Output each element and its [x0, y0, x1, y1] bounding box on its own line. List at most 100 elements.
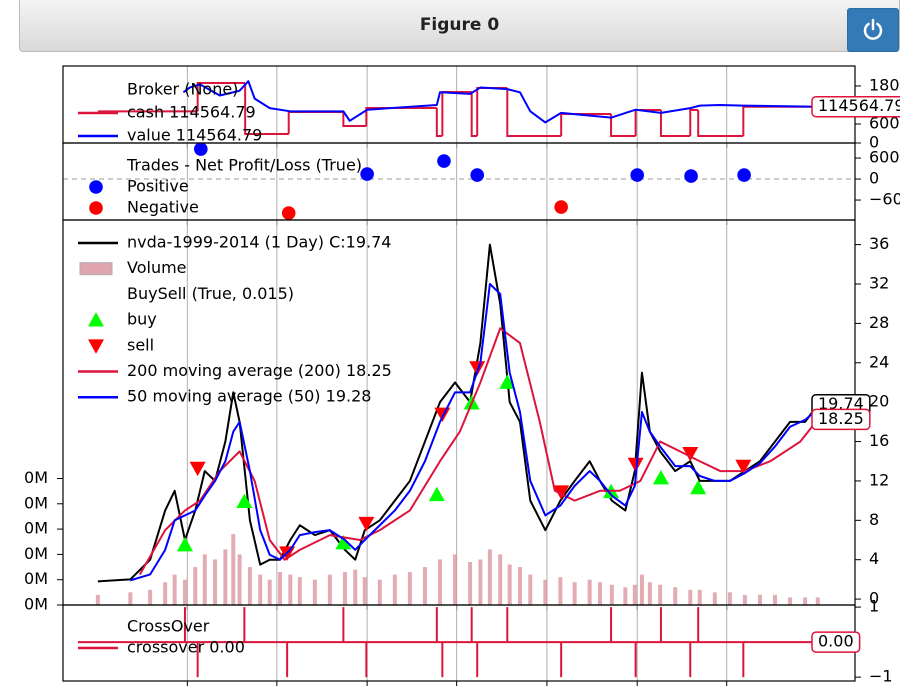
y-tick-label: 0: [869, 589, 879, 608]
cash-step: [435, 107, 443, 137]
sell-marker: [735, 459, 752, 475]
y-tick-label: 12: [869, 470, 889, 489]
value-tag: 18.25: [818, 409, 864, 428]
volume-bar: [632, 584, 637, 605]
volume-bar: [247, 567, 252, 605]
trade-marker: [89, 201, 103, 215]
legend-label: 200 moving average (200) 18.25: [127, 361, 392, 380]
trade-marker: [737, 168, 751, 182]
legend-title: Broker (None): [127, 80, 238, 99]
sell-marker: [358, 516, 375, 532]
volume-bar: [353, 569, 358, 605]
sell-marker: [189, 461, 206, 477]
cash-step: [365, 106, 437, 126]
cash-step: [196, 81, 246, 112]
value-tag: 114564.79: [818, 96, 900, 115]
volume-bar: [727, 592, 732, 605]
sell-marker: [553, 485, 570, 500]
trade-marker: [194, 143, 208, 156]
y-tick-label: 0: [869, 169, 879, 188]
volume-bar: [609, 584, 614, 605]
volume-bar: [815, 597, 820, 605]
volume-bar: [558, 577, 563, 605]
volume-bar: [543, 579, 548, 605]
volume-bar: [267, 579, 272, 605]
series-line: [138, 327, 819, 575]
volume-bar: [803, 597, 808, 605]
y-tick-label: 8: [869, 510, 879, 529]
volume-bar: [658, 584, 663, 605]
value-tag: 0.00: [818, 632, 854, 651]
buy-marker: [690, 479, 707, 495]
buy-marker: [176, 536, 193, 552]
volume-bar: [163, 582, 168, 605]
legend-title: Trades - Net Profit/Loss (True): [126, 156, 362, 175]
volume-bar: [647, 582, 652, 605]
figure-title: Figure 0: [419, 15, 500, 35]
sell-marker: [682, 446, 699, 462]
buy-marker: [236, 493, 253, 509]
legend-group-title: BuySell (True, 0.015): [127, 284, 294, 303]
volume-bar: [193, 567, 198, 605]
volume-bar: [498, 554, 503, 605]
cash-step: [689, 108, 699, 136]
cash-step: [287, 110, 344, 135]
y-tick-label: 60000: [869, 113, 900, 132]
y2-tick-label: 0M: [24, 544, 48, 563]
volume-bar: [297, 577, 302, 605]
legend-title: CrossOver: [127, 617, 210, 636]
legend-label: Negative: [127, 198, 199, 217]
volume-bar: [128, 592, 133, 605]
volume-bar: [202, 554, 207, 605]
cash-step: [697, 109, 744, 137]
volume-bar: [712, 592, 717, 605]
trade-marker: [630, 168, 644, 182]
sell-marker: [627, 457, 644, 473]
y-tick-label: 1: [869, 597, 879, 616]
volume-bar: [437, 559, 442, 605]
volume-bar: [587, 579, 592, 605]
volume-bar: [362, 577, 367, 605]
volume-bar: [517, 567, 522, 605]
volume-bar: [453, 554, 458, 605]
series-line: [130, 283, 819, 582]
volume-bar: [572, 582, 577, 605]
volume-bar: [623, 587, 628, 605]
volume-bar: [392, 574, 397, 605]
figure-toolbar: Figure 0: [19, 0, 900, 52]
trade-marker: [684, 169, 698, 183]
volume-bar: [422, 567, 427, 605]
legend-label: cash 114564.79: [127, 103, 256, 122]
sell-marker: [469, 361, 486, 376]
volume-bar: [148, 589, 153, 605]
y2-tick-label: 0M: [24, 569, 48, 588]
volume-bar: [95, 594, 100, 605]
buy-marker: [88, 312, 104, 327]
legend-label: 50 moving average (50) 19.28: [127, 387, 371, 406]
trade-marker: [554, 200, 568, 214]
legend-label: value 114564.79: [127, 126, 262, 145]
y-tick-label: 180000: [869, 75, 900, 94]
close-button[interactable]: [847, 8, 899, 52]
y2-tick-label: 0M: [24, 595, 48, 614]
legend-label: buy: [127, 310, 157, 329]
volume-bar: [697, 589, 702, 605]
volume-bar: [742, 594, 747, 605]
panel: [78, 605, 855, 681]
y2-tick-label: 0M: [24, 493, 48, 512]
volume-bar: [288, 574, 293, 605]
cash-step: [342, 111, 367, 127]
value-tag-box: [811, 95, 900, 118]
y-tick-label: −1: [869, 667, 893, 686]
legend-label: nvda-1999-2014 (1 Day) C:19.74: [127, 233, 391, 252]
volume-bar: [757, 594, 762, 605]
y-tick-label: 0: [869, 133, 879, 152]
panel: [97, 66, 855, 143]
series-line: [182, 80, 818, 124]
volume-bar: [407, 572, 412, 605]
cash-step: [610, 113, 636, 137]
cash-step: [659, 109, 691, 137]
y-tick-label: 20: [869, 392, 889, 411]
